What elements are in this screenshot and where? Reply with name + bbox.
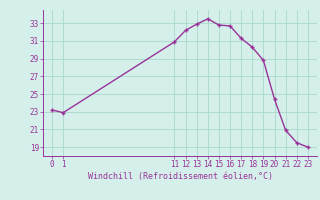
X-axis label: Windchill (Refroidissement éolien,°C): Windchill (Refroidissement éolien,°C) <box>87 172 273 181</box>
